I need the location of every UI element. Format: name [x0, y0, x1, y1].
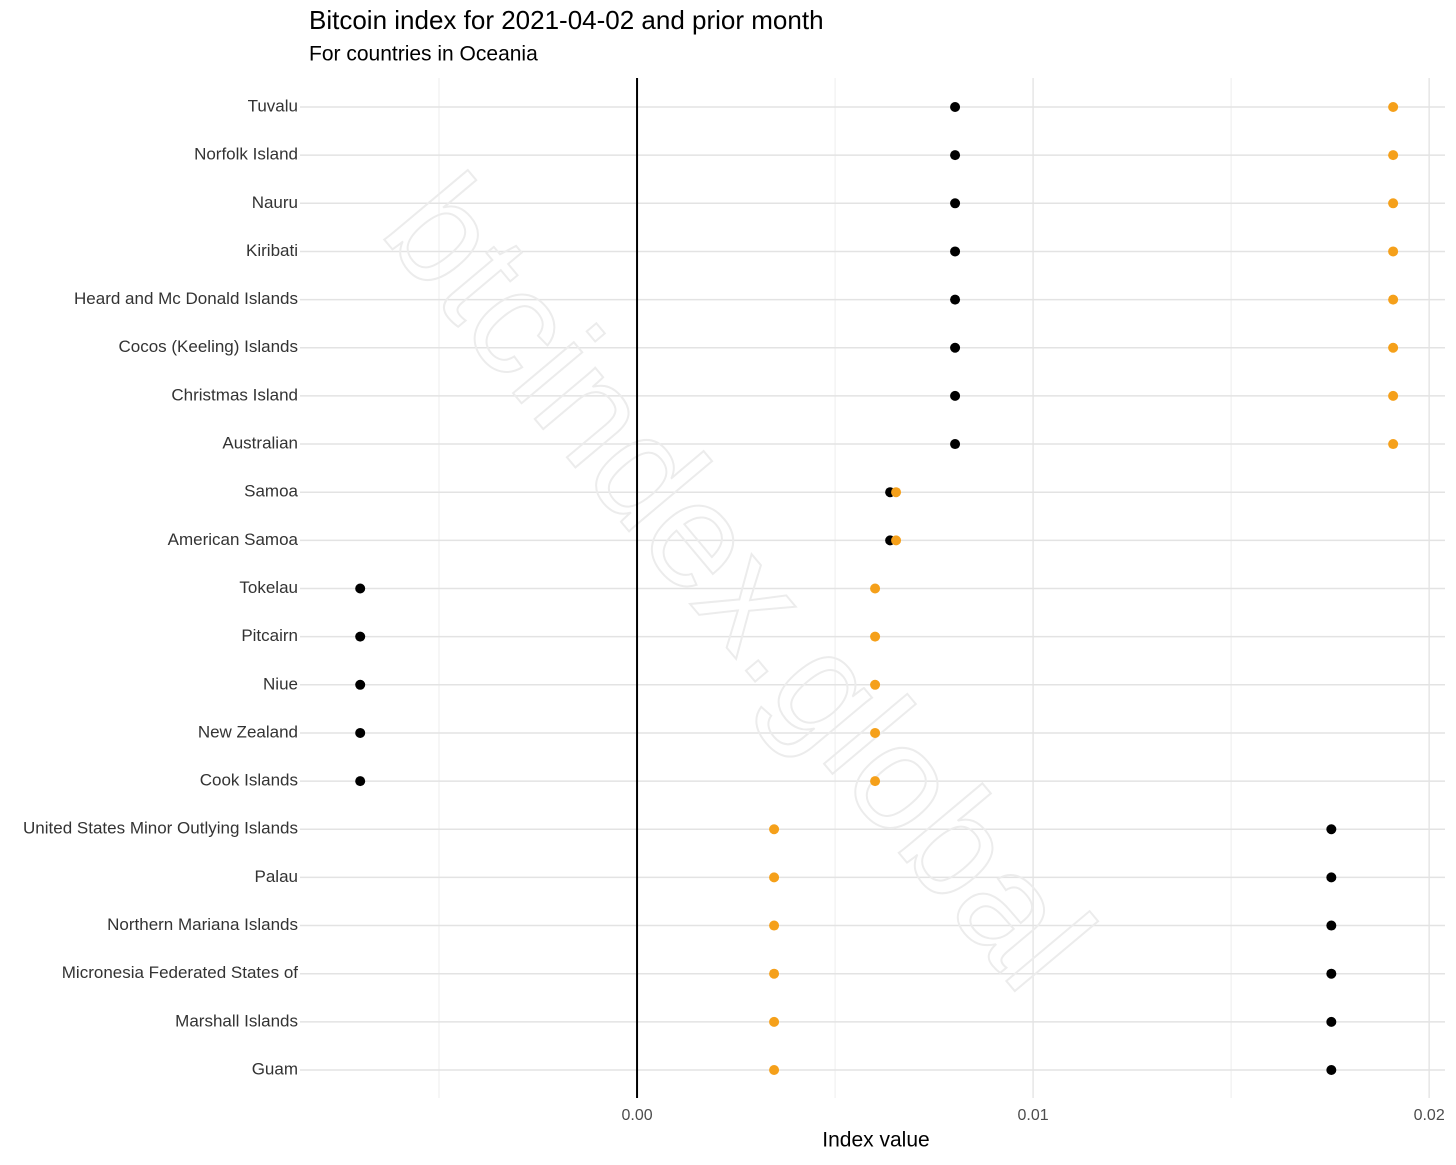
dot — [950, 198, 961, 209]
y-tick-label: Christmas Island — [171, 385, 298, 404]
x-axis-title: Index value — [822, 1129, 929, 1152]
dot — [870, 776, 881, 787]
dot — [355, 583, 366, 594]
y-tick-label: Marshall Islands — [175, 1011, 298, 1030]
dot — [355, 727, 366, 738]
y-tick-label: Nauru — [252, 193, 298, 212]
dot — [1388, 246, 1399, 257]
dot — [355, 679, 366, 690]
dot — [1326, 824, 1337, 835]
dot — [1326, 1065, 1337, 1075]
y-tick-label: Tokelau — [239, 578, 298, 597]
dot — [1388, 294, 1399, 305]
x-tick-label: 0.02 — [1414, 1107, 1445, 1124]
y-tick-label: American Samoa — [168, 530, 299, 549]
dot — [870, 727, 881, 738]
y-tick-label: Heard and Mc Donald Islands — [74, 289, 298, 308]
dot — [1326, 872, 1337, 883]
dot — [769, 824, 780, 835]
dot — [1326, 920, 1337, 931]
dot — [1388, 342, 1399, 353]
x-tick-label: 0.00 — [621, 1107, 652, 1124]
y-tick-label: Kiribati — [246, 241, 298, 260]
dot — [769, 920, 780, 931]
dot — [1388, 150, 1399, 161]
y-tick-label: Samoa — [244, 482, 298, 501]
dot — [355, 631, 366, 642]
dot — [950, 390, 961, 401]
dot — [1326, 968, 1337, 979]
dot — [950, 294, 961, 305]
y-tick-label: Niue — [263, 674, 298, 693]
dot — [769, 1016, 780, 1027]
dot — [950, 150, 961, 161]
dot — [950, 342, 961, 353]
x-tick-label: 0.01 — [1018, 1107, 1049, 1124]
y-tick-label: Cook Islands — [200, 771, 298, 790]
dot — [769, 1065, 780, 1075]
dot — [950, 102, 961, 112]
dot — [1388, 439, 1399, 450]
dot — [950, 439, 961, 450]
y-tick-label: Palau — [255, 867, 298, 886]
y-tick-label: United States Minor Outlying Islands — [23, 819, 298, 838]
y-tick-label: New Zealand — [198, 722, 298, 741]
y-tick-label: Pitcairn — [241, 626, 298, 645]
y-tick-label: Tuvalu — [248, 96, 298, 115]
dot — [870, 679, 881, 690]
dot — [891, 535, 902, 546]
dot — [769, 872, 780, 883]
dot — [1388, 390, 1399, 401]
chart-title: Bitcoin index for 2021-04-02 and prior m… — [309, 5, 824, 35]
dot — [1326, 1016, 1337, 1027]
y-tick-label: Micronesia Federated States of — [62, 963, 299, 982]
y-tick-label: Norfolk Island — [194, 145, 298, 164]
y-tick-label: Australian — [222, 434, 298, 453]
y-tick-label: Guam — [252, 1059, 298, 1078]
dot — [950, 246, 961, 257]
dot — [355, 776, 366, 787]
dot — [870, 631, 881, 642]
chart-subtitle: For countries in Oceania — [309, 43, 538, 66]
dot — [1388, 102, 1399, 112]
y-tick-label: Cocos (Keeling) Islands — [118, 337, 298, 356]
y-tick-label: Northern Mariana Islands — [107, 915, 298, 934]
dot — [1388, 198, 1399, 209]
dot — [891, 487, 902, 498]
watermark: btcindex.global — [354, 145, 1126, 1020]
dot — [870, 583, 881, 594]
dot — [769, 968, 780, 979]
